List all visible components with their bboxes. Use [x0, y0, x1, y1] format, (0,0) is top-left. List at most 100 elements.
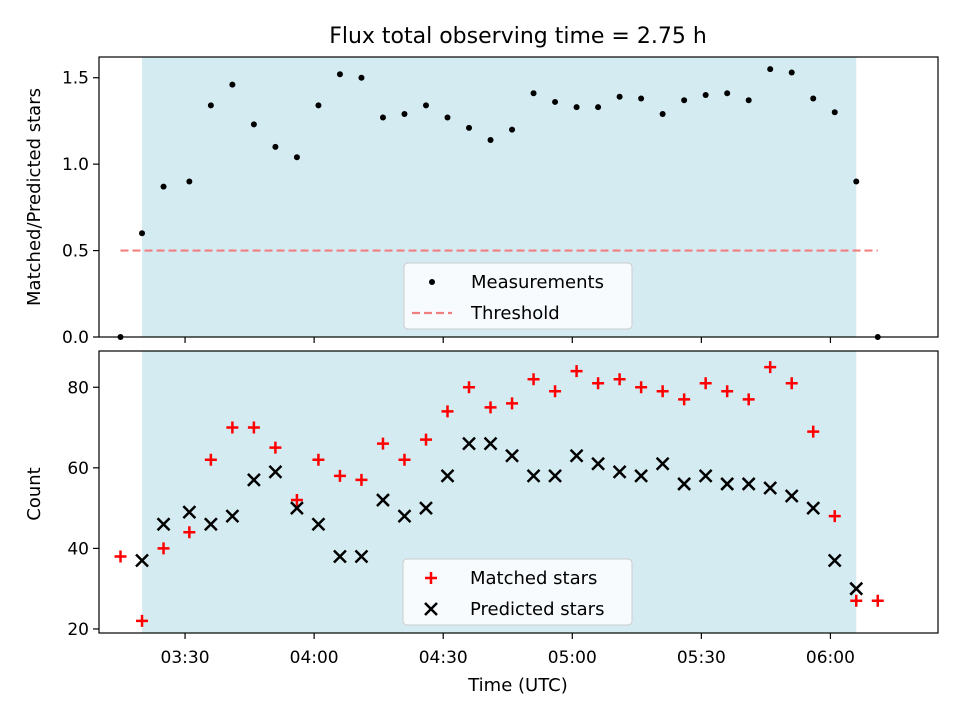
predicted-stars-point — [440, 469, 455, 483]
predicted-stars-point — [677, 477, 692, 491]
measurements-point — [831, 109, 838, 116]
y-tick-label: 1.0 — [62, 155, 89, 175]
matched-stars-point — [355, 473, 368, 486]
measurements-point — [336, 71, 343, 78]
predicted-stars-point — [591, 456, 605, 471]
measurements-point — [160, 183, 167, 190]
measurements-point — [681, 97, 688, 104]
matched-stars-point — [828, 510, 841, 523]
measurements-point — [788, 69, 795, 76]
matched-stars-point — [850, 594, 863, 607]
y-tick-label: 1.5 — [62, 69, 89, 89]
measurements-point — [595, 104, 602, 111]
measurements-point — [616, 93, 623, 100]
matched-stars-point — [136, 614, 149, 627]
measurements-point — [139, 230, 146, 237]
measurements-point — [810, 95, 817, 102]
matched-stars-point — [269, 441, 282, 454]
matched-stars-point — [312, 453, 325, 466]
measurements-point — [250, 121, 257, 128]
measurements-point — [724, 90, 731, 97]
matched-stars-point — [656, 385, 669, 398]
measurements-point — [573, 104, 580, 111]
matched-stars-point — [764, 361, 777, 374]
matched-stars-point — [570, 365, 583, 378]
measurements-point — [229, 81, 236, 88]
legend-measurements-swatch — [429, 279, 435, 285]
predicted-stars-point — [397, 509, 412, 524]
x-tick-label: 04:00 — [290, 648, 339, 668]
predicted-stars-point — [311, 517, 326, 532]
measurements-point — [379, 114, 386, 121]
predicted-stars-point — [827, 553, 842, 568]
matched-stars-point — [419, 433, 432, 446]
x-tick-label: 06:00 — [806, 648, 855, 668]
measurements-point — [702, 92, 709, 99]
matched-stars-point — [484, 401, 497, 414]
predicted-stars-point — [569, 448, 584, 463]
matched-stars-point — [678, 393, 691, 406]
predicted-stars-point — [741, 477, 756, 491]
matched-stars-point — [742, 393, 755, 406]
matched-stars-point — [247, 421, 260, 434]
predicted-stars-point — [290, 501, 304, 515]
axes-frame — [98, 56, 939, 338]
predicted-stars-point — [354, 549, 369, 564]
matched-stars-point — [721, 385, 734, 398]
predicted-stars-point — [203, 517, 218, 532]
chart-title: Flux total observing time = 2.75 h — [329, 24, 707, 49]
legend-threshold-label: Threshold — [470, 303, 560, 324]
measurements-point — [293, 154, 300, 161]
y-tick-label: 0.5 — [62, 242, 89, 262]
matched-stars-point — [527, 373, 540, 386]
predicted-stars-point — [784, 489, 799, 503]
measurements-point — [444, 114, 451, 121]
predicted-stars-point — [763, 481, 778, 495]
x-tick-label: 04:30 — [419, 648, 468, 668]
measurements-point — [853, 178, 860, 185]
predicted-stars-point — [806, 501, 821, 515]
predicted-stars-point — [849, 581, 864, 596]
measurements-point — [530, 90, 537, 97]
predicted-stars-point — [548, 469, 562, 483]
x-tick-label: 05:30 — [677, 648, 726, 668]
matched-stars-point — [226, 421, 239, 434]
predicted-stars-point — [182, 505, 197, 520]
x-tick-label: 03:30 — [161, 648, 210, 668]
predicted-stars-point — [135, 553, 149, 568]
matched-stars-point — [506, 397, 519, 410]
matched-stars-point — [114, 550, 127, 563]
measurements-point — [767, 66, 774, 73]
measurements-point — [422, 102, 429, 109]
matched-stars-point — [441, 405, 454, 418]
predicted-stars-point — [720, 477, 735, 491]
legend-measurements-label: Measurements — [471, 272, 604, 293]
axes-frame — [98, 350, 939, 634]
x-tick-label: 05:00 — [548, 648, 597, 668]
predicted-stars-point — [333, 549, 347, 564]
predicted-stars-point — [634, 469, 649, 483]
bottom-panel: 20 40 60 80 03:30 04:00 04:30 05:00 05:30 06:00 Ma… — [67, 350, 939, 668]
predicted-stars-point — [505, 448, 519, 463]
matched-stars-point — [699, 377, 712, 390]
legend-matched-stars-swatch — [425, 572, 437, 584]
matched-stars-point — [333, 469, 346, 482]
top-panel: 0.0 0.5 1.0 1.5 Measurements Threshold — [62, 56, 939, 348]
matched-stars-point — [807, 425, 820, 438]
legend-box — [403, 262, 633, 330]
bottom-y-axis-label: Count — [24, 467, 45, 520]
predicted-stars-point — [526, 469, 541, 483]
predicted-stars-point — [268, 464, 283, 479]
predicted-stars-point — [376, 493, 390, 507]
matched-stars-point — [398, 453, 411, 466]
predicted-stars-point — [655, 456, 670, 471]
matched-stars-point — [376, 437, 389, 450]
y-tick-label: 0.0 — [62, 328, 89, 348]
matched-stars-point — [635, 381, 648, 394]
measurements-point — [466, 124, 473, 131]
legend-predicted-stars-label: Predicted stars — [470, 599, 604, 620]
matched-stars-point — [463, 381, 476, 394]
y-tick-label: 20 — [67, 620, 89, 640]
measurements-point — [487, 136, 494, 143]
measurements-point — [358, 74, 365, 81]
